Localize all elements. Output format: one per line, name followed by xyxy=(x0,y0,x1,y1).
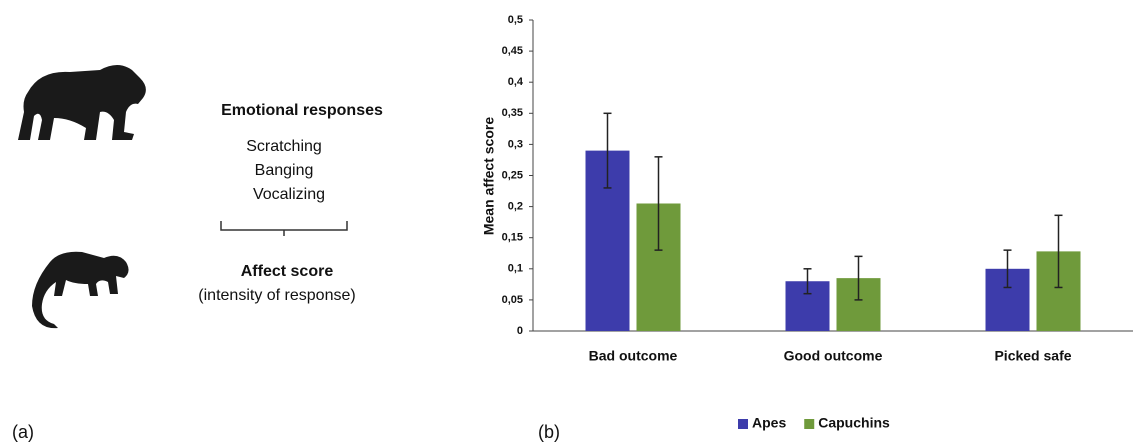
legend-swatch xyxy=(804,419,815,429)
error-bar xyxy=(1054,214,1063,289)
legend-label: Apes xyxy=(752,415,786,431)
y-tick-label: 0,25 xyxy=(502,169,523,181)
y-tick-label: 0,05 xyxy=(502,294,523,306)
error-bar xyxy=(603,112,612,189)
response: Vocalizing xyxy=(253,186,325,203)
y-axis-label: Mean affect score xyxy=(481,117,497,235)
y-tick-label: 0,45 xyxy=(502,45,523,57)
y-tick-label: 0,2 xyxy=(508,201,523,213)
y-tick-label: 0,35 xyxy=(502,107,523,119)
y-tick-label: 0,3 xyxy=(508,138,523,150)
panel-label: (a) xyxy=(12,422,34,442)
result-subtitle: (intensity of response) xyxy=(198,287,355,304)
response: Scratching xyxy=(246,138,322,155)
y-tick-label: 0 xyxy=(517,325,523,337)
x-tick-label: Picked safe xyxy=(994,348,1071,364)
response: Banging xyxy=(255,162,314,179)
legend-label: Capuchins xyxy=(818,415,890,431)
ape-silhouette xyxy=(18,65,146,140)
legend-swatch xyxy=(738,419,748,429)
bracket xyxy=(220,221,348,236)
error-bar xyxy=(854,255,863,301)
heading: Emotional responses xyxy=(221,102,383,119)
error-bar xyxy=(1003,249,1012,289)
result-title: Affect score xyxy=(241,263,334,280)
x-tick-label: Bad outcome xyxy=(589,348,678,364)
y-tick-label: 0,1 xyxy=(508,263,523,275)
panel-label: (b) xyxy=(538,422,560,442)
y-tick-label: 0,4 xyxy=(508,76,524,88)
y-tick-label: 0,5 xyxy=(508,14,523,26)
error-bar xyxy=(803,268,812,295)
x-tick-label: Good outcome xyxy=(784,348,883,364)
error-bar xyxy=(654,156,663,251)
y-tick-label: 0,15 xyxy=(502,232,523,244)
monkey-silhouette xyxy=(32,251,129,329)
